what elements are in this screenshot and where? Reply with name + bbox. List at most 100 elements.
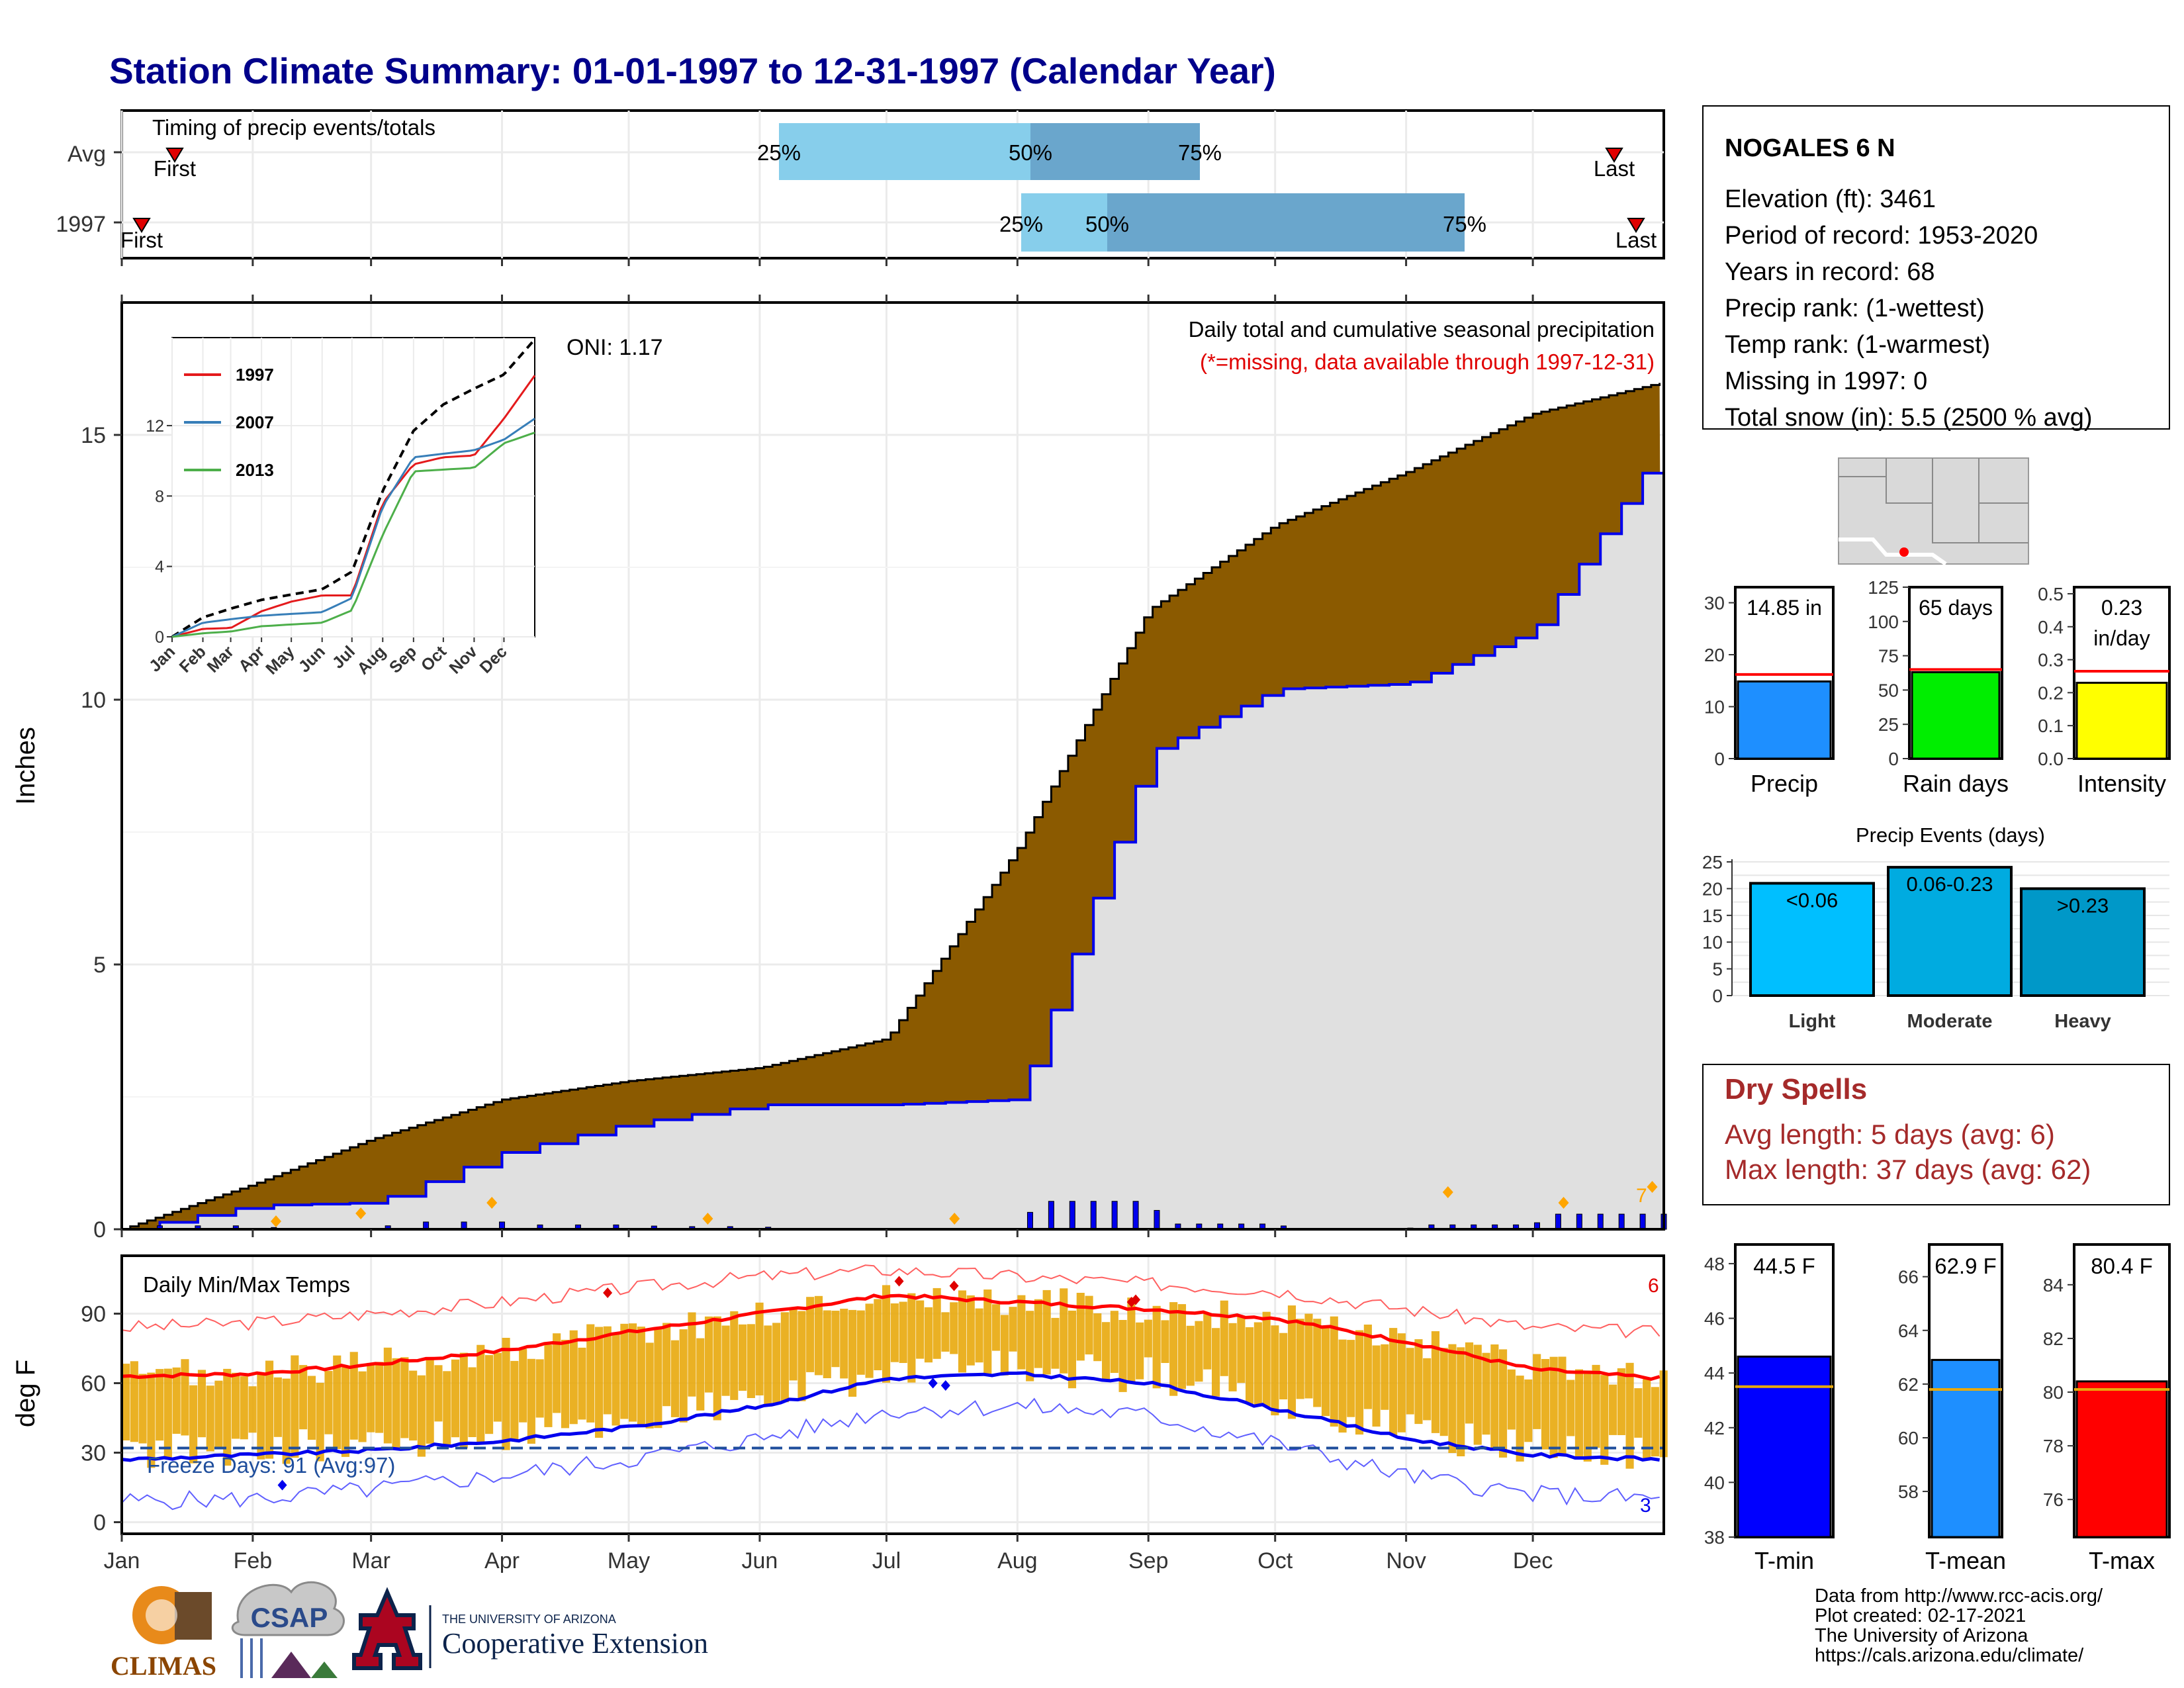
temp-range-bar <box>1381 1344 1389 1410</box>
temp-range-bar <box>1203 1313 1212 1370</box>
temp-range-bar <box>704 1316 713 1393</box>
timing-1997-p75: 75% <box>1443 212 1486 236</box>
temp-range-bar <box>375 1362 384 1433</box>
temp-range-bar <box>1110 1311 1118 1373</box>
temp-bar-tick: 38 <box>1704 1527 1725 1548</box>
temp-range-bar <box>1313 1319 1322 1407</box>
record-max-line <box>121 1264 1661 1338</box>
temp-range-bar <box>519 1348 527 1423</box>
temp-record-marker <box>949 1280 959 1291</box>
daily-precip-bar <box>1597 1213 1604 1230</box>
month-label-nov: Nov <box>1386 1548 1426 1573</box>
temp-range-bar <box>1609 1384 1617 1435</box>
dry-spells-box: Dry Spells Avg length: 5 days (avg: 6) M… <box>1702 1064 2170 1205</box>
temp-range-bar <box>1549 1356 1558 1458</box>
event-bar-category-label: Heavy <box>2054 1011 2111 1032</box>
temp-range-bar <box>578 1347 586 1420</box>
timing-avg-last-label: Last <box>1594 156 1635 181</box>
temp-range-bar <box>1136 1322 1144 1380</box>
mini-bar-tick: 30 <box>1704 593 1725 614</box>
temp-range-bar <box>1228 1323 1237 1391</box>
temp-bar-category-label: T-max <box>2089 1547 2155 1574</box>
temp-range-bar <box>1355 1330 1364 1435</box>
temp-range-bar <box>747 1324 755 1398</box>
temp-range-bar <box>316 1382 324 1462</box>
inset-legend-label: 1997 <box>236 365 274 385</box>
temp-bar-value-label: 80.4 F <box>2091 1254 2153 1278</box>
temp-range-bar <box>1220 1300 1228 1376</box>
temp-range-bar <box>1060 1288 1068 1374</box>
temp-range-bar <box>1296 1319 1304 1399</box>
temp-bar-tick: 82 <box>2043 1329 2064 1349</box>
month-label-mar: Mar <box>351 1548 390 1573</box>
mini-bar-tick: 0.5 <box>2038 584 2064 604</box>
station-missing: Missing in 1997: 0 <box>1725 367 1927 395</box>
temp-range-bar <box>1034 1299 1042 1368</box>
temp-range-bar <box>730 1311 739 1400</box>
temp-range-bar <box>130 1361 138 1442</box>
temp-range-bar <box>924 1307 933 1363</box>
temp-range-bar <box>181 1359 189 1436</box>
temp-range-bar <box>383 1347 392 1444</box>
temp-range-bar <box>933 1288 941 1359</box>
mini-bar-tick: 0.3 <box>2038 650 2064 671</box>
month-label-apr: Apr <box>484 1548 520 1573</box>
temp-range-bar <box>172 1367 181 1434</box>
temp-range-bar <box>899 1301 907 1363</box>
mini-bar-tick: 10 <box>1704 697 1725 718</box>
temp-range-bar <box>163 1368 172 1458</box>
temp-range-bar <box>696 1338 705 1411</box>
temp-bar-tick: 42 <box>1704 1418 1725 1438</box>
temp-range-bar <box>1448 1344 1457 1453</box>
temp-range-bar <box>620 1323 629 1419</box>
temp-range-bar <box>713 1316 721 1421</box>
temp-range-bar <box>1118 1320 1127 1392</box>
timing-1997-last-marker <box>1627 218 1645 233</box>
temp-range-bar <box>1625 1362 1634 1469</box>
temp-record-marker <box>1126 1297 1136 1307</box>
daily-precip-bar <box>1111 1201 1118 1230</box>
timing-1997-p50: 50% <box>1085 212 1129 236</box>
mini-bar-tick: 20 <box>1704 645 1725 665</box>
station-location-dot <box>1899 547 1909 557</box>
station-temp-rank: Temp rank: (1-warmest) <box>1725 331 1990 359</box>
oni-label: ONI: 1.17 <box>567 335 663 360</box>
temp-bar-tick: 40 <box>1704 1472 1725 1493</box>
precip-ytick-label: 10 <box>81 688 106 713</box>
temp-range-bar <box>1102 1322 1111 1382</box>
precip-event-diamond <box>355 1207 367 1219</box>
temp-range-bar <box>629 1323 637 1422</box>
temp-range-bar <box>797 1311 806 1401</box>
temp-range-bar <box>257 1374 265 1460</box>
timing-avg-first-label: First <box>154 156 196 181</box>
events-ytick-label: 20 <box>1702 878 1723 899</box>
temp-ytick-label: 60 <box>81 1372 106 1397</box>
temp-range-bar <box>1457 1347 1465 1456</box>
mini-bar-value-label: 65 days <box>1919 596 1993 620</box>
dry-spells-avg: Avg length: 5 days (avg: 6) <box>1725 1119 2055 1150</box>
mini-bar-category-label: Rain days <box>1903 770 2009 797</box>
ua-cooperative-extension: Cooperative Extension <box>442 1627 708 1660</box>
temp-range-bar <box>1490 1344 1499 1449</box>
inset-line-2007 <box>171 418 535 638</box>
precip-caption-missing: (*=missing, data available through 1997-… <box>1200 350 1655 374</box>
temp-range-bar <box>856 1310 865 1375</box>
temp-range-bar <box>1330 1316 1338 1427</box>
precip-event-diamond <box>486 1197 498 1209</box>
timing-1997-first-marker <box>132 218 151 233</box>
inset-line-2013 <box>171 432 535 638</box>
temp-range-bar <box>865 1303 874 1378</box>
temp-range-bar <box>510 1360 519 1440</box>
temp-range-bar <box>1321 1327 1330 1417</box>
temp-bar-value <box>1931 1358 2001 1538</box>
temp-range-bar <box>1195 1321 1203 1382</box>
footer-plot-created: Plot created: 02-17-2021 <box>1815 1605 2026 1626</box>
temp-range-bar <box>739 1324 747 1391</box>
temp-range-bar <box>1465 1342 1474 1424</box>
temp-range-bar <box>240 1376 248 1440</box>
precip-event-diamond <box>1647 1181 1658 1193</box>
events-ytick-label: 5 <box>1712 959 1723 980</box>
precip-event-diamond <box>1442 1186 1453 1198</box>
mini-bar-tick: 125 <box>1868 577 1899 598</box>
temp-range-bar <box>1237 1316 1246 1383</box>
